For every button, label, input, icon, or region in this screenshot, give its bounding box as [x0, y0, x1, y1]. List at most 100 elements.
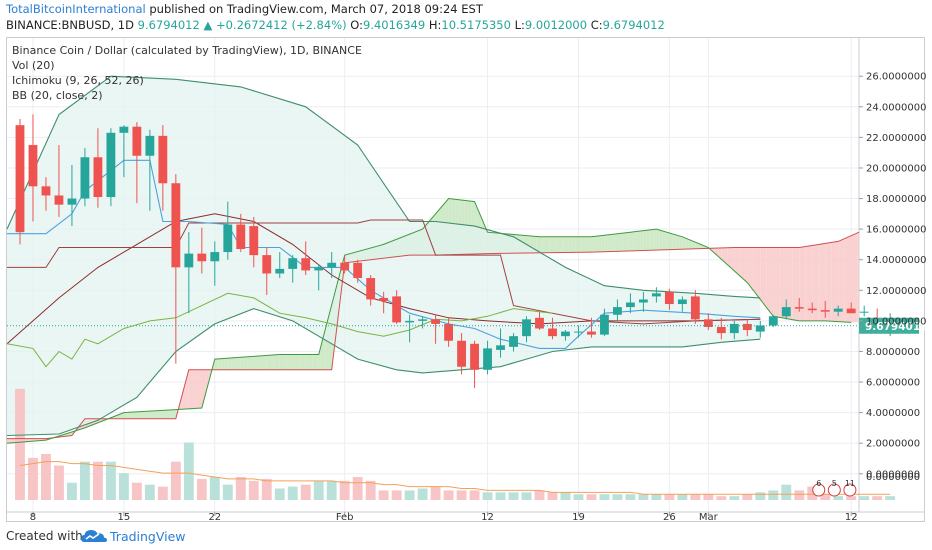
cloud-segment [679, 235, 683, 250]
y-tick-label: 10.0000000 [866, 316, 926, 327]
volume-bar [534, 490, 545, 500]
low-value: 9.0012000 [524, 18, 588, 32]
event-marker-label: 11 [845, 479, 855, 488]
candle-body [418, 319, 428, 321]
candle-body [651, 293, 661, 297]
volume-bar [807, 486, 818, 500]
volume-bar [755, 492, 766, 500]
cloud-segment [750, 247, 754, 292]
volume-bar [456, 490, 467, 500]
candle [262, 247, 272, 295]
candle-body [768, 316, 778, 326]
symbol-label: BINANCE:BNBUSD, 1D [6, 18, 134, 32]
volume-bar [105, 461, 116, 500]
cloud-segment [159, 410, 163, 419]
cloud-segment [594, 236, 598, 252]
volume-bar [833, 496, 844, 500]
volume-bar [339, 480, 350, 500]
cloud-segment [315, 354, 319, 370]
x-tick-label: Feb [336, 512, 354, 523]
volume-bar [469, 490, 480, 500]
cloud-segment [260, 355, 264, 370]
volume-bar [768, 490, 779, 500]
cloud-segment [299, 354, 303, 370]
candle [418, 316, 428, 329]
cloud-segment [610, 234, 615, 252]
candle-body [262, 255, 272, 274]
chikou-line [6, 292, 553, 368]
y-tick-label: 24.0000000 [866, 102, 926, 113]
cloud-segment [623, 232, 628, 252]
tradingview-cloud-icon[interactable] [80, 527, 108, 545]
legend-bollinger[interactable]: BB (20, close, 2) [12, 89, 103, 102]
cloud-segment [685, 238, 689, 250]
cloud-segment [763, 247, 767, 308]
candle [431, 314, 441, 344]
candle [729, 320, 739, 340]
cloud-segment [279, 354, 283, 370]
cloud-segment [571, 236, 576, 253]
cloud-segment [205, 369, 209, 396]
candle [768, 314, 778, 327]
cloud-segment [714, 248, 719, 257]
cloud-segment [656, 229, 660, 251]
cloud-segment [26, 438, 30, 442]
candle [535, 311, 544, 331]
volume-bar [430, 486, 441, 500]
volume-ma-line [19, 461, 891, 495]
candle-body [41, 186, 51, 196]
candle-body [54, 195, 64, 205]
volume-bar [664, 494, 675, 500]
candle-body [171, 183, 181, 268]
candle [197, 227, 207, 274]
cloud-segment [568, 236, 572, 253]
y-tick-label: 6.0000000 [866, 378, 920, 389]
candle [54, 145, 64, 217]
cloud-segment [273, 354, 277, 370]
candle [353, 259, 363, 283]
cloud-segment [847, 235, 852, 323]
last-price-line: 9.6794012 [7, 317, 927, 334]
volume-bars [15, 388, 896, 500]
candle [41, 177, 51, 211]
cloud-segment [834, 241, 839, 322]
candle-body [729, 323, 739, 334]
close-label: C: [590, 18, 603, 32]
y-tick-label: 20.0000000 [866, 163, 926, 174]
volume-bar [612, 494, 623, 500]
cloud-segment [263, 355, 267, 370]
cloud-segment [601, 235, 605, 252]
candle [651, 287, 661, 303]
cloud-segment [620, 232, 624, 252]
volume-bar [326, 480, 337, 500]
cloud-segment [831, 241, 835, 322]
cloud-segment [305, 354, 309, 370]
cloud-segment [783, 247, 787, 319]
candle-body [794, 307, 804, 309]
tradingview-brand[interactable]: TradingView [110, 529, 186, 544]
cloud-segment [218, 358, 222, 370]
cloud-segment [169, 409, 173, 419]
cloud-segment [227, 357, 232, 370]
candle [794, 297, 804, 312]
cloud-segment [127, 412, 131, 419]
volume-bar [846, 496, 857, 500]
cloud-segment [721, 247, 725, 263]
high-label: H: [428, 18, 442, 32]
volume-bar [586, 494, 597, 500]
author-link[interactable]: TotalBitcoinInternational [6, 2, 146, 16]
chart-frame[interactable] [6, 37, 925, 522]
cloud-segment [214, 358, 219, 370]
cloud-segment [575, 236, 579, 253]
volume-axis-label: 0.0000000 [866, 472, 920, 483]
candle [119, 125, 129, 178]
cloud-segment [604, 234, 608, 252]
legend-volume[interactable]: Vol (20) [12, 59, 55, 72]
volume-bar [79, 461, 90, 500]
volume-bar [872, 496, 883, 500]
legend-ichimoku[interactable]: Ichimoku (9, 26, 52, 26) [12, 74, 144, 87]
x-tick-label: 15 [118, 512, 131, 523]
event-marker [843, 483, 857, 497]
candle-body [716, 326, 726, 334]
